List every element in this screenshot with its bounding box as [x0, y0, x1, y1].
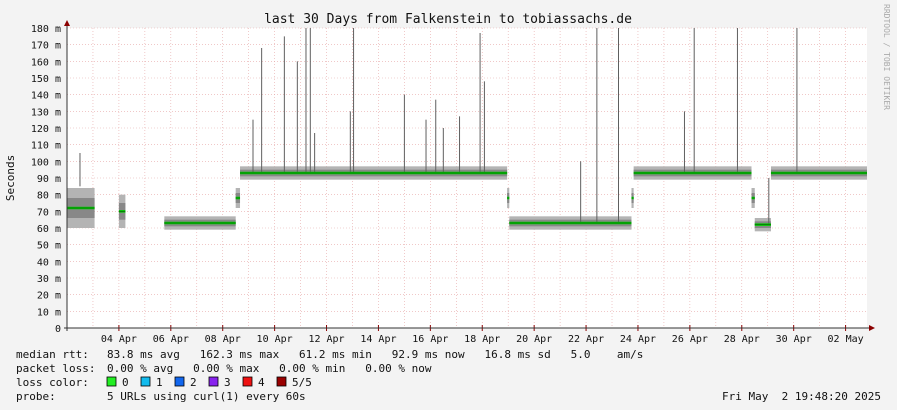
x-tick-label: 10 Apr — [257, 334, 293, 345]
timestamp: Fri May 2 19:48:20 2025 — [722, 390, 881, 403]
x-tick-label: 06 Apr — [153, 334, 189, 345]
chart-title: last 30 Days from Falkenstein to tobiass… — [264, 12, 632, 27]
x-tick-label: 04 Apr — [101, 334, 137, 345]
loss-color-swatch — [174, 376, 185, 387]
y-tick-label: 140 m — [31, 91, 61, 102]
packet-loss-label: packet loss: — [16, 362, 95, 375]
y-tick-label: 70 m — [37, 207, 61, 218]
y-tick-labels: 0 10 m 20 m 30 m 40 m 50 m 60 m 70 m 80 m 90 m 100… — [31, 24, 61, 335]
x-tick-label: 30 Apr — [776, 334, 812, 345]
y-tick-label: 170 m — [31, 41, 61, 52]
loss-color-swatch — [276, 376, 287, 387]
y-tick-label: 40 m — [37, 257, 61, 268]
rtt-spike-layer — [79, 28, 798, 225]
x-axis-arrow — [869, 325, 875, 331]
x-tick-label: 02 May — [828, 334, 864, 345]
loss-color-label: loss color: — [16, 376, 89, 389]
loss-color-swatch — [140, 376, 151, 387]
y-tick-label: 10 m — [37, 307, 61, 318]
x-tick-label: 20 Apr — [516, 334, 552, 345]
y-tick-label: 150 m — [31, 74, 61, 85]
loss-color-swatch — [208, 376, 219, 387]
median-rtt-label: median rtt: — [16, 348, 89, 361]
y-tick-label: 120 m — [31, 124, 61, 135]
median-rtt-stats: 83.8 ms avg 162.3 ms max 61.2 ms min 92.… — [107, 348, 643, 361]
median-rtt-layer — [67, 171, 867, 226]
loss-color-value: 2 — [190, 376, 197, 389]
y-tick-label: 160 m — [31, 57, 61, 68]
x-tick-label: 14 Apr — [360, 334, 396, 345]
loss-color-value: 1 — [156, 376, 163, 389]
y-tick-label: 130 m — [31, 107, 61, 118]
loss-color-swatch — [106, 376, 117, 387]
x-tick-label: 22 Apr — [568, 334, 604, 345]
loss-color-value: 5/5 — [292, 376, 312, 389]
x-tick-labels: 04 Apr 06 Apr 08 Apr 10 Apr 12 Apr 14 Apr 16 A… — [101, 334, 864, 345]
y-tick-label: 90 m — [37, 174, 61, 185]
loss-color-value: 4 — [258, 376, 265, 389]
x-tick-label: 24 Apr — [620, 334, 656, 345]
y-axis-arrow — [64, 20, 70, 26]
x-tick-label: 16 Apr — [412, 334, 448, 345]
x-tick-label: 26 Apr — [672, 334, 708, 345]
legend: median rtt: 83.8 ms avg 162.3 ms max 61.… — [16, 348, 881, 403]
packet-loss-stats: 0.00 % avg 0.00 % max 0.00 % min 0.00 % … — [107, 362, 432, 375]
y-tick-label: 110 m — [31, 141, 61, 152]
y-axis-label: Seconds — [4, 155, 17, 201]
y-tick-label: 30 m — [37, 274, 61, 285]
loss-color-value: 0 — [122, 376, 129, 389]
y-tick-label: 80 m — [37, 191, 61, 202]
probe-text: 5 URLs using curl(1) every 60s — [107, 390, 306, 403]
y-tick-label: 60 m — [37, 224, 61, 235]
y-tick-label: 50 m — [37, 241, 61, 252]
y-tick-label: 0 — [55, 324, 61, 335]
side-label: RRDTOOL / TOBI OETIKER — [882, 4, 891, 110]
x-tick-label: 08 Apr — [205, 334, 241, 345]
x-tick-label: 12 Apr — [308, 334, 344, 345]
loss-color-value: 3 — [224, 376, 231, 389]
y-tick-label: 20 m — [37, 291, 61, 302]
y-tick-label: 100 m — [31, 157, 61, 168]
y-tick-label: 180 m — [31, 24, 61, 35]
loss-color-swatch — [242, 376, 253, 387]
loss-color-legend: 0 1 2 3 4 5/5 — [106, 376, 312, 389]
x-tick-label: 28 Apr — [724, 334, 760, 345]
probe-label: probe: — [16, 390, 56, 403]
x-tick-label: 18 Apr — [464, 334, 500, 345]
